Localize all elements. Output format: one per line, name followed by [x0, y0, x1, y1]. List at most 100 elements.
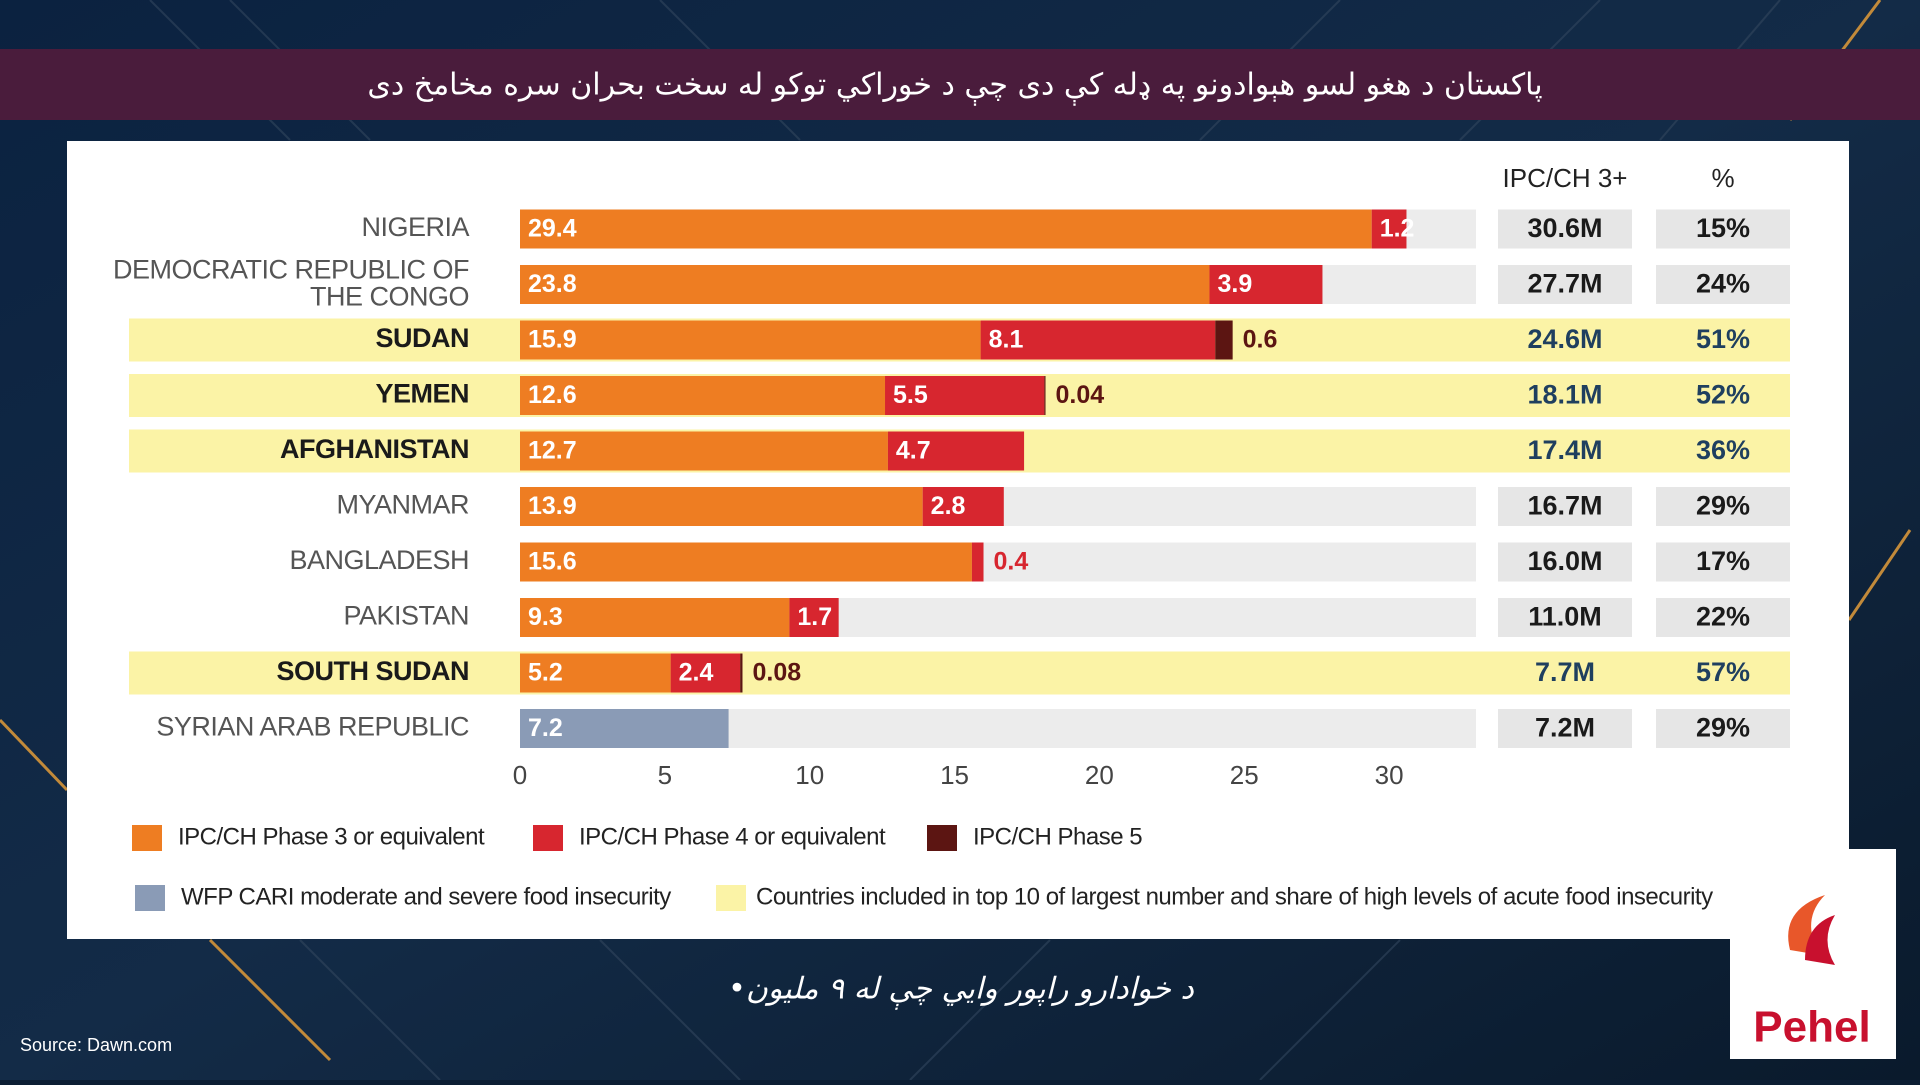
value-label: 0.08	[752, 659, 801, 687]
value-label: 2.8	[931, 492, 966, 520]
value-label: 0.4	[994, 548, 1029, 576]
logo-icon	[1788, 895, 1825, 955]
table-cell	[1656, 598, 1790, 637]
bar-segment	[1044, 376, 1046, 415]
category-label: PAKISTAN	[343, 601, 469, 631]
value-label: 23.8	[528, 270, 577, 298]
banner	[0, 49, 1920, 120]
bar-segment	[1215, 320, 1233, 360]
table-cell	[1498, 598, 1632, 637]
table-value: 16.0M	[1527, 546, 1602, 576]
bar-segment	[520, 487, 923, 526]
logo-text: Pehel	[1753, 1003, 1870, 1052]
value-label: 1.7	[797, 603, 832, 631]
table-cell	[1656, 209, 1790, 249]
bar-segment	[885, 376, 1045, 415]
value-label: 2.4	[679, 659, 714, 687]
bar-segment	[520, 598, 790, 637]
value-label: 0.04	[1056, 381, 1105, 409]
legend-swatch	[533, 825, 563, 851]
x-tick-label: 25	[1230, 760, 1259, 790]
table-value: 52%	[1696, 380, 1750, 410]
value-label: 29.4	[528, 215, 577, 243]
table-cell	[1656, 542, 1790, 582]
x-tick-label: 20	[1085, 760, 1114, 790]
value-label: 12.7	[528, 437, 577, 465]
table-value: 17.4M	[1527, 435, 1602, 465]
table-value: 18.1M	[1527, 380, 1602, 410]
bar-segment	[971, 542, 984, 582]
category-label: SOUTH SUDAN	[276, 656, 469, 686]
value-label: 4.7	[896, 437, 931, 465]
table-cell	[1498, 209, 1632, 249]
value-label: 15.6	[528, 548, 577, 576]
table-value: 51%	[1696, 324, 1750, 354]
legend-label: Countries included in top 10 of largest …	[756, 883, 1713, 910]
value-label: 0.6	[1243, 326, 1278, 354]
table-value: 29%	[1696, 491, 1750, 521]
bar-segment	[740, 653, 743, 693]
table-value: 17%	[1696, 546, 1750, 576]
bar-segment	[887, 431, 1025, 471]
bar-segment	[520, 542, 972, 582]
table-value: 24%	[1696, 269, 1750, 299]
table-value: 7.7M	[1535, 657, 1595, 687]
table-cell	[1656, 487, 1790, 526]
table-value: 7.2M	[1535, 713, 1595, 743]
value-label: 15.9	[528, 326, 577, 354]
bar-segment	[520, 209, 1372, 249]
category-label: NIGERIA	[361, 212, 469, 242]
x-tick-label: 15	[940, 760, 969, 790]
table-value: 27.7M	[1527, 269, 1602, 299]
table-header: IPC/CH 3+	[1503, 163, 1628, 193]
table-value: 57%	[1696, 657, 1750, 687]
category-label: BANGLADESH	[289, 545, 469, 575]
value-label: 8.1	[989, 326, 1024, 354]
legend-swatch	[135, 885, 165, 911]
table-value: 16.7M	[1527, 491, 1602, 521]
source: Source: Dawn.com	[20, 1035, 172, 1055]
legend-label: WFP CARI moderate and severe food insecu…	[181, 883, 671, 910]
table-cell	[1498, 542, 1632, 582]
legend-label: IPC/CH Phase 5	[973, 823, 1142, 850]
bar-segment	[789, 598, 839, 637]
table-value: 36%	[1696, 435, 1750, 465]
category-label: SYRIAN ARAB REPUBLIC	[156, 712, 469, 742]
value-label: 1.2	[1380, 215, 1415, 243]
bar-segment	[520, 320, 981, 360]
x-tick-label: 30	[1375, 760, 1404, 790]
bar-segment	[520, 265, 1210, 304]
table-header: %	[1711, 163, 1734, 193]
table-value: 30.6M	[1527, 213, 1602, 243]
value-label: 3.9	[1217, 270, 1252, 298]
x-tick-label: 10	[795, 760, 824, 790]
caption: د خوادارو راپور وايي چې له ۹ مليون•	[728, 972, 1194, 1011]
table-value: 24.6M	[1527, 324, 1602, 354]
category-label: MYANMAR	[336, 490, 469, 520]
plot: IPC/CH 3+ % NIGERIA 29.4 1.2 30.6M 15% DEMOCRAT…	[113, 163, 1790, 911]
value-label: 5.2	[528, 659, 563, 687]
bar-segment	[1209, 265, 1323, 304]
value-label: 5.5	[893, 381, 928, 409]
value-label: 9.3	[528, 603, 563, 631]
table-value: 29%	[1696, 713, 1750, 743]
table-cell	[1498, 487, 1632, 526]
legend-swatch	[132, 825, 162, 851]
table-value: 11.0M	[1528, 602, 1602, 632]
x-tick-label: 0	[513, 760, 527, 790]
category-label: DEMOCRATIC REPUBLIC OF THE CONGO	[113, 255, 469, 312]
table-cell	[1656, 265, 1790, 304]
table-value: 22%	[1696, 602, 1750, 632]
bar-segment	[1371, 209, 1407, 249]
bar-segment	[980, 320, 1216, 360]
table-cell	[1498, 709, 1632, 748]
x-tick-label: 5	[658, 760, 672, 790]
bar-segment	[670, 653, 741, 693]
category-label: SUDAN	[375, 323, 469, 353]
table-cell	[1656, 709, 1790, 748]
table-value: 15%	[1696, 213, 1750, 243]
category-label: AFGHANISTAN	[280, 434, 469, 464]
bar-segment	[922, 487, 1004, 526]
